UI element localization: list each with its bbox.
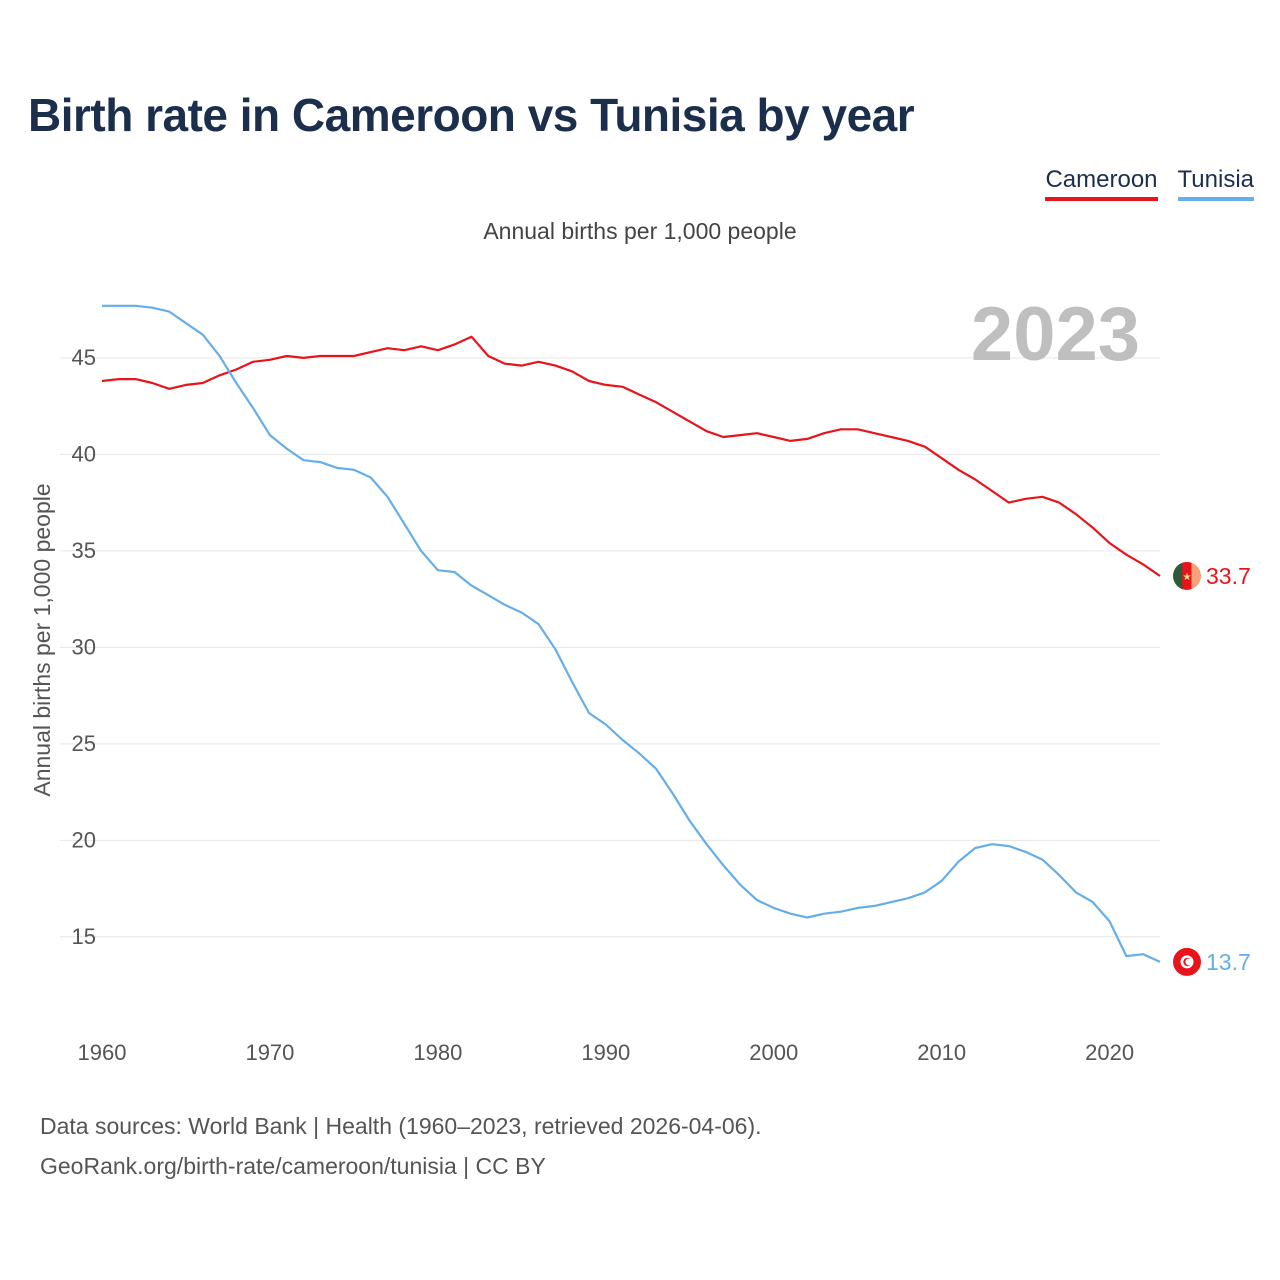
y-tick-label: 45	[72, 345, 96, 370]
series-line-tunisia[interactable]	[102, 304, 1161, 963]
flag-marker-tunisia: 13.7	[1173, 947, 1251, 976]
svg-text:★: ★	[1183, 572, 1192, 583]
tunisia-flag-icon	[1173, 947, 1201, 976]
end-value-label-cameroon: 33.7	[1206, 563, 1251, 589]
y-tick-label: 40	[72, 441, 96, 466]
year-watermark: 2023	[971, 292, 1140, 377]
end-value-label-tunisia: 13.7	[1206, 949, 1251, 975]
footer: Data sources: World Bank | Health (1960–…	[40, 1106, 762, 1186]
x-tick-label: 2020	[1085, 1040, 1134, 1065]
y-tick-label: 15	[72, 924, 96, 949]
y-tick-label: 20	[72, 827, 96, 852]
chart-subtitle: Annual births per 1,000 people	[483, 218, 797, 244]
x-tick-label: 2010	[917, 1040, 966, 1065]
end-markers: ★ 33.7 13.7	[1173, 561, 1251, 976]
x-tick-label: 1990	[581, 1040, 630, 1065]
y-tick-label: 30	[72, 634, 96, 659]
legend-item-tunisia[interactable]: Tunisia	[1177, 166, 1254, 201]
x-tick-label: 1970	[245, 1040, 294, 1065]
flag-marker-cameroon: ★ 33.7	[1173, 561, 1251, 590]
line-chart: 2023 15 20 25 30 35 40 45 1960 1970 1980 1990 2000 2…	[29, 292, 1251, 1065]
x-tick-label: 1960	[78, 1040, 127, 1065]
legend: Cameroon Tunisia	[1045, 166, 1254, 201]
chart-title: Birth rate in Cameroon vs Tunisia by yea…	[28, 89, 915, 141]
x-tick-label: 2000	[749, 1040, 798, 1065]
y-tick-label: 35	[72, 538, 96, 563]
x-tick-label: 1980	[413, 1040, 462, 1065]
y-tick-label: 25	[72, 731, 96, 756]
legend-item-cameroon[interactable]: Cameroon	[1045, 166, 1158, 201]
series	[101, 304, 1161, 963]
axes: 15 20 25 30 35 40 45 1960 1970 1980 1990 2000 2010 20…	[72, 345, 1135, 1065]
footer-link[interactable]: GeoRank.org/birth-rate/cameroon/tunisia …	[40, 1153, 546, 1179]
cameroon-flag-icon: ★	[1173, 561, 1201, 590]
gridlines	[60, 357, 1160, 938]
series-line-cameroon[interactable]	[101, 335, 1161, 577]
y-axis-title: Annual births per 1,000 people	[29, 483, 55, 796]
footer-source: Data sources: World Bank | Health (1960–…	[40, 1113, 762, 1139]
